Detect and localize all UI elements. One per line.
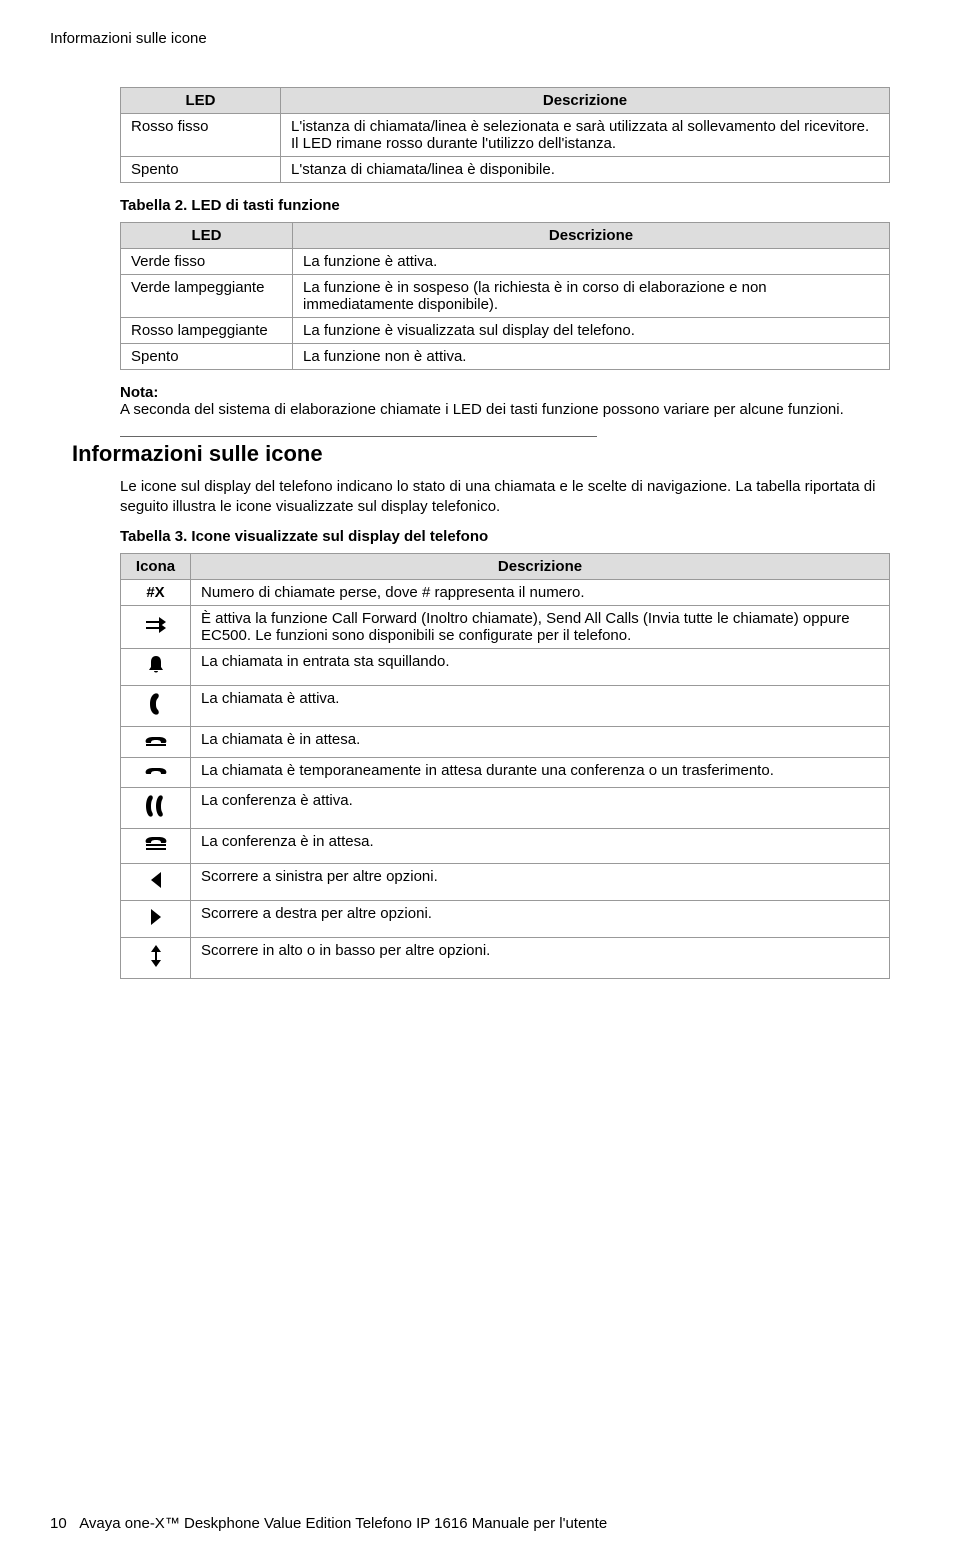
table-cell: Numero di chiamate perse, dove # rappres… (191, 579, 890, 605)
table-row: Scorrere in alto o in basso per altre op… (121, 937, 890, 978)
bell-icon (121, 648, 191, 685)
table-row: La chiamata è attiva. (121, 685, 890, 726)
table-cell: La chiamata è attiva. (191, 685, 890, 726)
table-row: La conferenza è in attesa. (121, 828, 890, 863)
table-cell: L'stanza di chiamata/linea è disponibile… (281, 157, 890, 183)
table-row: Spento La funzione non è attiva. (121, 344, 890, 370)
table-header: Icona (121, 553, 191, 579)
missed-calls-icon: #X (121, 579, 191, 605)
note-body: A seconda del sistema di elaborazione ch… (120, 401, 890, 418)
page-number: 10 (50, 1515, 67, 1532)
table-cell: Scorrere in alto o in basso per altre op… (191, 937, 890, 978)
table-header: Descrizione (281, 88, 890, 114)
arrow-left-icon (121, 863, 191, 900)
section-body: Le icone sul display del telefono indica… (120, 477, 890, 518)
table-row: Verde lampeggiante La funzione è in sosp… (121, 275, 890, 318)
table-cell: Rosso fisso (121, 114, 281, 157)
table-header: LED (121, 223, 293, 249)
table-icons: Icona Descrizione #X Numero di chiamate … (120, 553, 890, 979)
table-cell: Verde fisso (121, 249, 293, 275)
table-row: Rosso fisso L'istanza di chiamata/linea … (121, 114, 890, 157)
divider (120, 436, 597, 437)
table-row: La chiamata è temporaneamente in attesa … (121, 757, 890, 787)
table-header: LED (121, 88, 281, 114)
page-footer: 10 Avaya one-X™ Deskphone Value Edition … (50, 1515, 607, 1532)
table-cell: La funzione è in sospeso (la richiesta è… (293, 275, 890, 318)
arrow-up-down-icon (121, 937, 191, 978)
table-cell: Spento (121, 157, 281, 183)
table-cell: Scorrere a sinistra per altre opzioni. (191, 863, 890, 900)
table-caption: Tabella 3. Icone visualizzate sul displa… (120, 528, 890, 545)
table-cell: Verde lampeggiante (121, 275, 293, 318)
table-header: Descrizione (293, 223, 890, 249)
conference-icon (121, 787, 191, 828)
page-header: Informazioni sulle icone (50, 30, 890, 47)
table-led-function: LED Descrizione Verde fisso La funzione … (120, 222, 890, 370)
call-forward-icon (121, 605, 191, 648)
section-title: Informazioni sulle icone (72, 441, 890, 467)
table-cell: Spento (121, 344, 293, 370)
table-row: Scorrere a destra per altre opzioni. (121, 900, 890, 937)
table-cell: La chiamata è in attesa. (191, 726, 890, 757)
table-cell: È attiva la funzione Call Forward (Inolt… (191, 605, 890, 648)
table-row: #X Numero di chiamate perse, dove # rapp… (121, 579, 890, 605)
table-cell: L'istanza di chiamata/linea è selezionat… (281, 114, 890, 157)
handset-icon (121, 685, 191, 726)
table-row: La chiamata è in attesa. (121, 726, 890, 757)
table-cell: La funzione è visualizzata sul display d… (293, 318, 890, 344)
table-cell: La funzione è attiva. (293, 249, 890, 275)
footer-text: Avaya one-X™ Deskphone Value Edition Tel… (79, 1515, 607, 1532)
table-header: Descrizione (191, 553, 890, 579)
table-cell: Scorrere a destra per altre opzioni. (191, 900, 890, 937)
table-row: Scorrere a sinistra per altre opzioni. (121, 863, 890, 900)
arrow-right-icon (121, 900, 191, 937)
table-cell: La chiamata in entrata sta squillando. (191, 648, 890, 685)
table-cell: La conferenza è attiva. (191, 787, 890, 828)
soft-hold-icon (121, 757, 191, 787)
table-led-line: LED Descrizione Rosso fisso L'istanza di… (120, 87, 890, 183)
conference-hold-icon (121, 828, 191, 863)
table-row: La chiamata in entrata sta squillando. (121, 648, 890, 685)
table-row: Spento L'stanza di chiamata/linea è disp… (121, 157, 890, 183)
table-row: È attiva la funzione Call Forward (Inolt… (121, 605, 890, 648)
table-row: Rosso lampeggiante La funzione è visuali… (121, 318, 890, 344)
table-row: La conferenza è attiva. (121, 787, 890, 828)
table-cell: La conferenza è in attesa. (191, 828, 890, 863)
table-row: Verde fisso La funzione è attiva. (121, 249, 890, 275)
table-cell: Rosso lampeggiante (121, 318, 293, 344)
table-cell: La chiamata è temporaneamente in attesa … (191, 757, 890, 787)
hold-icon (121, 726, 191, 757)
table-caption: Tabella 2. LED di tasti funzione (120, 197, 890, 214)
table-cell: La funzione non è attiva. (293, 344, 890, 370)
note-label: Nota: (120, 384, 890, 401)
